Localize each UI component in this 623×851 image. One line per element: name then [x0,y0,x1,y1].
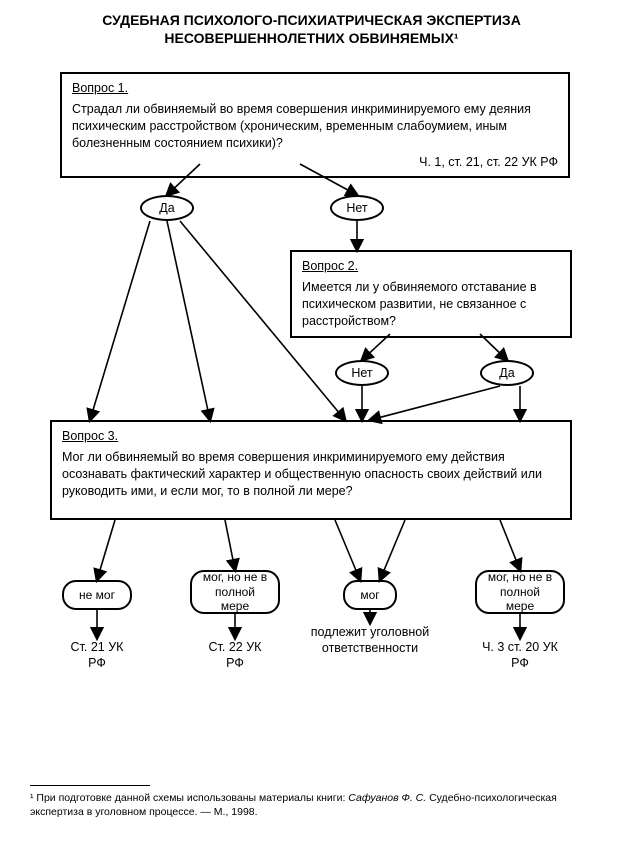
footnote: ¹ При подготовке данной схемы использова… [30,792,593,819]
footnote-prefix: При подготовке данной схемы использованы… [36,792,348,804]
outcome-art-20: Ч. 3 ст. 20 УК РФ [480,640,560,671]
footnote-rule [30,785,150,786]
q2-answer-no: Нет [335,360,389,386]
question-1-box: Вопрос 1. Страдал ли обвиняемый во время… [60,72,570,178]
diagram-title: СУДЕБНАЯ ПСИХОЛОГО-ПСИХИАТРИЧЕСКАЯ ЭКСПЕ… [0,0,623,51]
answer-partial-2: мог, но не в полной мере [475,570,565,614]
outcome-art-22: Ст. 22 УК РФ [200,640,270,671]
outcome-art-21: Ст. 21 УК РФ [64,640,130,671]
question-1-text: Страдал ли обвиняемый во время совершени… [72,102,531,150]
question-3-text: Мог ли обвиняемый во время совершения ин… [62,450,542,498]
answer-could-not: не мог [62,580,132,610]
question-1-label: Вопрос 1. [72,80,558,97]
question-2-label: Вопрос 2. [302,258,560,275]
answer-partial-1: мог, но не в полной мере [190,570,280,614]
answer-could: мог [343,580,397,610]
footnote-author: Сафуанов Ф. С. [348,792,426,804]
q1-answer-yes: Да [140,195,194,221]
question-1-ref: Ч. 1, ст. 21, ст. 22 УК РФ [72,154,558,171]
q1-answer-no: Нет [330,195,384,221]
question-3-box: Вопрос 3. Мог ли обвиняемый во время сов… [50,420,572,520]
question-2-text: Имеется ли у обвиняемого отставание в пс… [302,280,537,328]
footnote-marker: ¹ [30,792,34,804]
question-3-label: Вопрос 3. [62,428,560,445]
q2-answer-yes: Да [480,360,534,386]
question-2-box: Вопрос 2. Имеется ли у обвиняемого отста… [290,250,572,338]
outcome-liable: подлежит уголовной ответственности [310,625,430,656]
